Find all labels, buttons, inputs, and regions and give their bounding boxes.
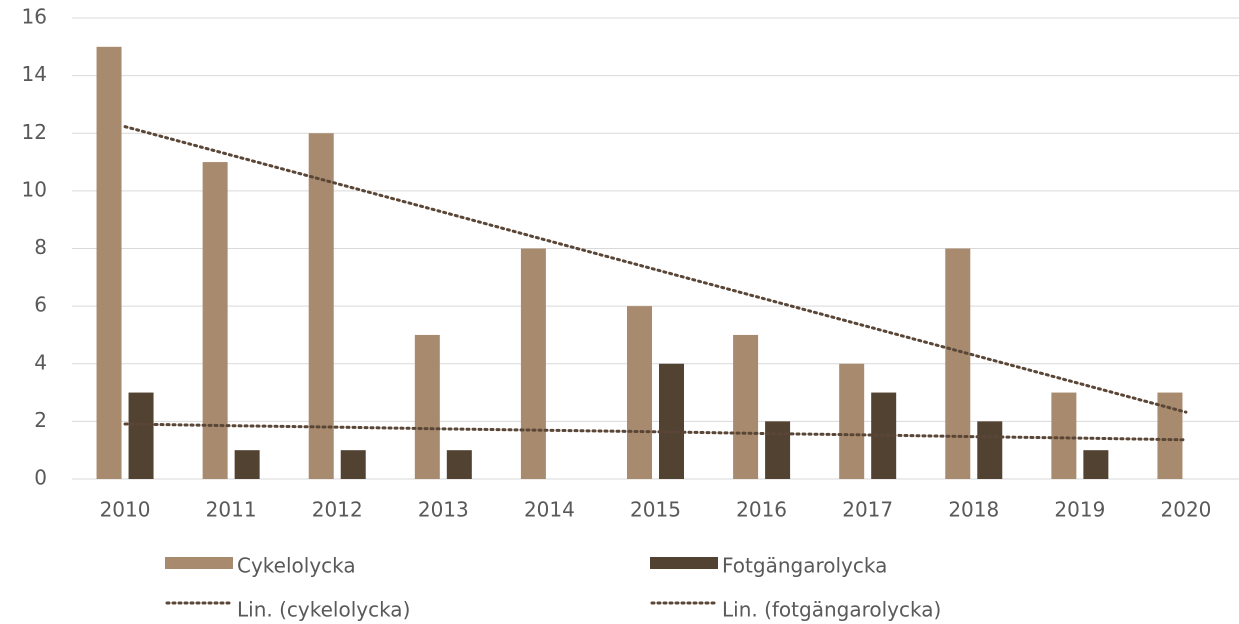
y-tick-label: 14 [22,62,47,86]
bar [627,306,652,479]
bar [340,450,366,479]
x-tick-label: 2020 [1161,498,1212,522]
legend-label: Lin. (cykelolycka) [237,598,410,622]
x-tick-label: 2014 [524,498,575,522]
y-tick-label: 12 [22,120,47,144]
y-tick-label: 8 [34,235,47,259]
y-tick-label: 10 [22,177,47,201]
y-tick-label: 0 [34,466,47,490]
bar [520,248,546,479]
x-tick-label: 2011 [206,498,257,522]
bar [765,421,791,479]
legend-swatch [165,557,233,569]
bar [945,248,971,479]
bar [733,334,759,479]
trend-line [123,422,1188,442]
x-tick-label: 2015 [630,498,681,522]
x-tick-label: 2016 [736,498,787,522]
legend-swatch [650,557,718,569]
bar [977,421,1003,479]
bar [414,334,440,479]
x-tick-label: 2010 [100,498,151,522]
bar [128,392,154,479]
x-tick-label: 2017 [842,498,893,522]
y-tick-label: 16 [22,5,47,29]
legend-label: Cykelolycka [237,554,356,578]
trend-line [123,125,1188,414]
y-tick-label: 2 [34,408,47,432]
x-tick-label: 2013 [418,498,469,522]
bar [96,46,122,479]
bar [659,363,684,479]
x-tick-label: 2019 [1054,498,1105,522]
bar [839,363,865,479]
bar [1051,392,1077,479]
bar [446,450,472,479]
legend-label: Lin. (fotgängarolycka) [722,598,941,622]
legend-label: Fotgängarolycka [722,554,887,578]
y-tick-label: 6 [34,293,47,317]
x-tick-label: 2018 [948,498,999,522]
y-tick-label: 4 [34,350,47,374]
bar [234,450,260,479]
bar [308,133,334,479]
bar [1083,450,1109,479]
bar [202,162,228,479]
x-tick-label: 2012 [312,498,363,522]
